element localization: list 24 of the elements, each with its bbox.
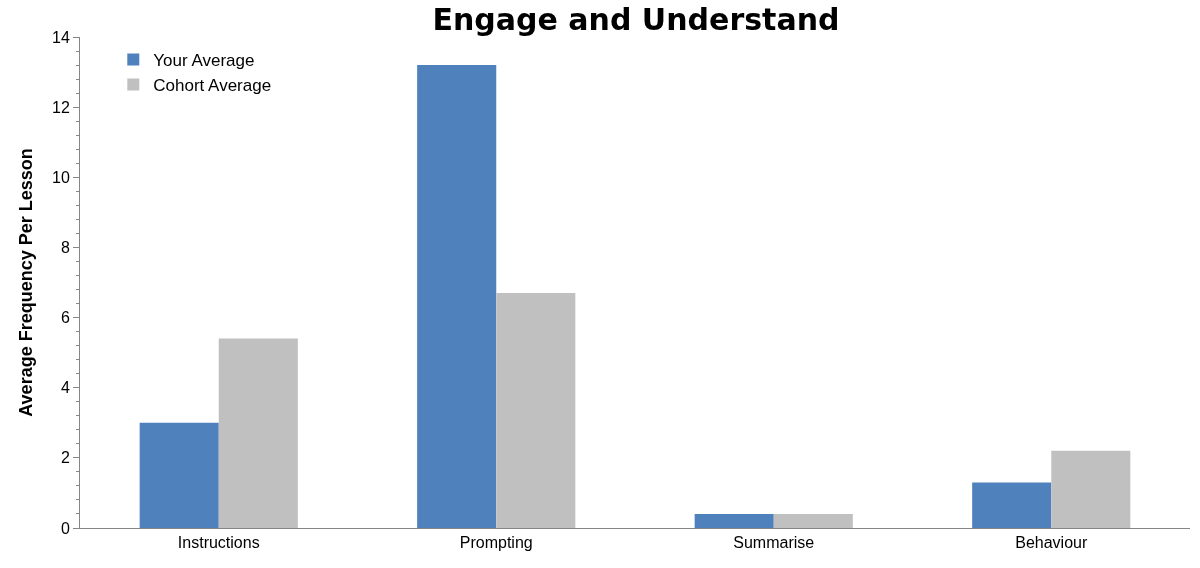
y-tick-label: 10 (52, 168, 70, 186)
legend-label: Your Average (153, 51, 255, 71)
bar (694, 513, 774, 528)
bar (218, 338, 298, 528)
y-tick-label: 0 (60, 519, 70, 537)
y-axis-title: Average Frequency Per Lesson (16, 148, 37, 417)
bar (1051, 450, 1131, 528)
y-tick-label: 14 (52, 28, 70, 46)
bar (139, 422, 219, 528)
y-tick-label: 12 (52, 98, 70, 116)
bar (773, 513, 853, 528)
y-tick-label: 4 (60, 379, 70, 397)
x-tick-label: Behaviour (1015, 534, 1088, 552)
bar (496, 293, 576, 528)
legend-label: Cohort Average (153, 76, 272, 96)
y-tick-label: 6 (60, 309, 70, 327)
bar (417, 65, 497, 528)
bar (972, 482, 1052, 528)
x-tick-label: Prompting (459, 534, 533, 552)
chart-title: Engage and Understand (432, 1, 840, 37)
x-tick-label: Summarise (733, 534, 815, 552)
x-tick-label: Instructions (177, 534, 260, 552)
y-tick-label: 2 (60, 449, 70, 467)
y-tick-label: 8 (60, 239, 70, 257)
